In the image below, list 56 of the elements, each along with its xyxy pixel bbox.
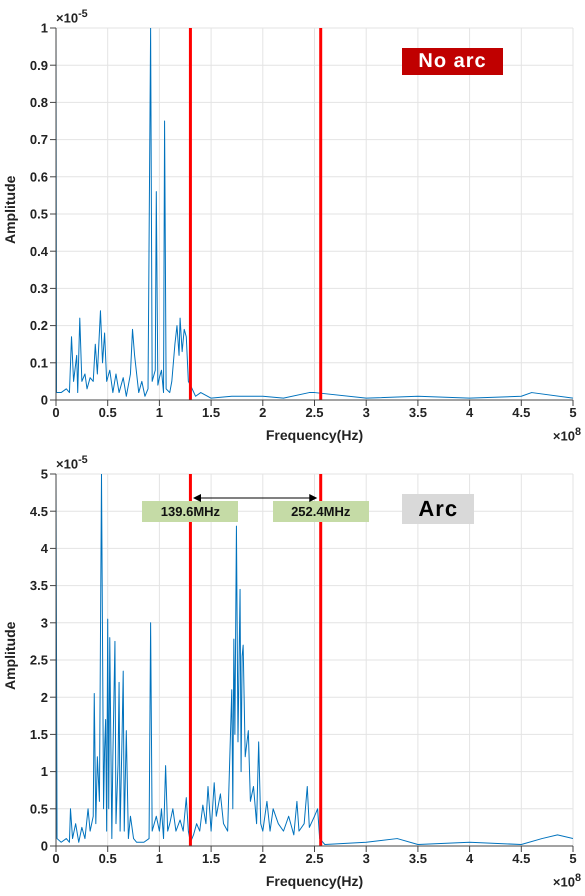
y-tick-label: 4.5 xyxy=(30,504,48,519)
y-tick-label: 0 xyxy=(40,392,48,408)
y-tick-label: 3 xyxy=(40,615,48,630)
text: ×10$^{8}$ xyxy=(552,426,581,444)
x-tick-label: 0 xyxy=(52,851,60,866)
annotation: 252.4MHz xyxy=(272,501,369,522)
y-tick-label: 2.5 xyxy=(30,652,48,668)
y-tick-label: 0.9 xyxy=(30,58,48,73)
x-tick-label: 4.5 xyxy=(512,405,530,420)
y-tick-label: 0.8 xyxy=(30,95,48,110)
annotation: No arc xyxy=(402,48,503,75)
y-tick-label: 0.2 xyxy=(30,318,48,334)
y-tick-label: 1 xyxy=(40,764,48,780)
y-axis-title: Amplitude xyxy=(2,175,18,244)
y-tick-label: 0 xyxy=(40,838,48,854)
y-tick-label: 0.6 xyxy=(30,169,48,184)
text: ×10$^{8}$ xyxy=(552,872,581,890)
x-tick-label: 5 xyxy=(569,851,577,866)
y-tick-label: 0.7 xyxy=(30,132,48,148)
y-tick-label: 0.5 xyxy=(30,801,48,816)
x-tick-label: 0.5 xyxy=(98,851,117,866)
text: ×10$^{-5}$ xyxy=(56,8,88,26)
x-tick-label: 1 xyxy=(156,405,164,420)
x-tick-label: 1 xyxy=(156,851,164,866)
y-tick-label: 4 xyxy=(40,541,49,556)
x-tick-label: 4 xyxy=(466,405,474,420)
x-tick-label: 3.5 xyxy=(408,851,427,866)
y-tick-label: 1 xyxy=(40,20,48,36)
y-tick-label: 5 xyxy=(40,466,48,482)
x-tick-label: 3 xyxy=(362,405,370,420)
x-tick-label: 3 xyxy=(362,851,370,866)
x-tick-label: 0.5 xyxy=(98,405,117,420)
x-tick-label: 2.5 xyxy=(305,851,324,866)
text: ×10$^{-5}$ xyxy=(56,454,88,472)
annotation: 139.6MHz xyxy=(142,501,238,522)
x-tick-label: 3.5 xyxy=(408,405,427,420)
x-tick-label: 2.5 xyxy=(305,405,324,420)
x-tick-label: 4 xyxy=(466,851,474,866)
x-tick-label: 4.5 xyxy=(512,851,530,866)
x-tick-label: 0 xyxy=(52,405,60,420)
y-tick-label: 0.4 xyxy=(30,244,49,259)
x-tick-label: 5 xyxy=(569,405,577,420)
y-tick-label: 0.5 xyxy=(30,206,48,222)
x-tick-label: 2 xyxy=(259,851,266,866)
annotation: Arc xyxy=(402,494,474,524)
x-tick-label: 1.5 xyxy=(202,851,220,866)
y-tick-label: 1.5 xyxy=(30,727,48,742)
y-axis-title: Amplitude xyxy=(2,621,18,690)
y-tick-label: 3.5 xyxy=(30,578,48,594)
x-tick-label: 2 xyxy=(259,405,266,420)
y-tick-label: 2 xyxy=(40,690,48,705)
x-tick-label: 1.5 xyxy=(202,405,220,420)
x-axis-title: Frequency(Hz) xyxy=(266,427,364,443)
y-tick-label: 0.3 xyxy=(30,281,48,296)
y-tick-label: 0.1 xyxy=(30,355,48,370)
x-axis-title: Frequency(Hz) xyxy=(266,873,364,889)
